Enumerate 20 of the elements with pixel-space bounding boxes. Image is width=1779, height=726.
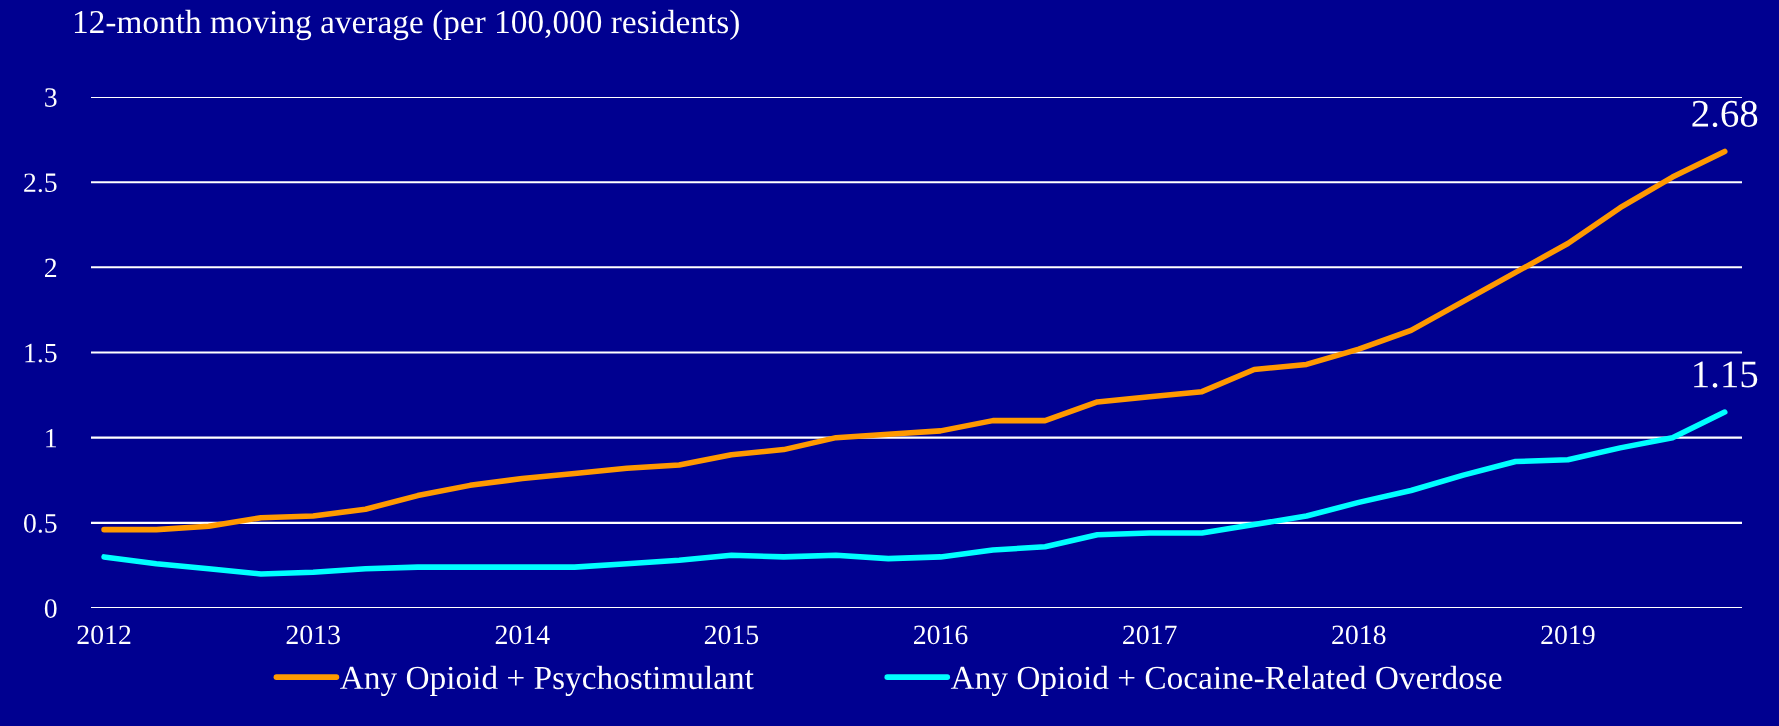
y-tick-label: 1 — [46, 428, 56, 448]
y-tick-label: 3 — [45, 88, 57, 107]
x-tick-label: 2014 — [495, 625, 550, 645]
y-tick-label: 0 — [44, 599, 57, 618]
data-label: 2.68 — [1692, 100, 1758, 128]
y-tick-label: 1.5 — [25, 343, 57, 363]
x-tick-label: 2015 — [704, 625, 759, 645]
y-tick-label: 2.5 — [24, 173, 57, 193]
x-tick-label: 2016 — [913, 625, 968, 645]
legend-label: Any Opioid + Psychostimulant — [340, 665, 754, 696]
x-tick-label: 2012 — [77, 625, 131, 645]
y-tick-label: 2 — [45, 258, 57, 277]
legend-label: Any Opioid + Cocaine-Related Overdose — [950, 665, 1502, 696]
data-label: 1.15 — [1694, 361, 1758, 388]
y-axis-title: 12-month moving average (per 100,000 residents) — [74, 9, 739, 41]
x-tick-label: 2019 — [1541, 625, 1595, 645]
x-tick-label: 2018 — [1332, 625, 1386, 645]
x-tick-label: 2013 — [286, 625, 340, 645]
x-tick-label: 2017 — [1123, 625, 1177, 645]
y-tick-label: 0.5 — [24, 514, 57, 533]
